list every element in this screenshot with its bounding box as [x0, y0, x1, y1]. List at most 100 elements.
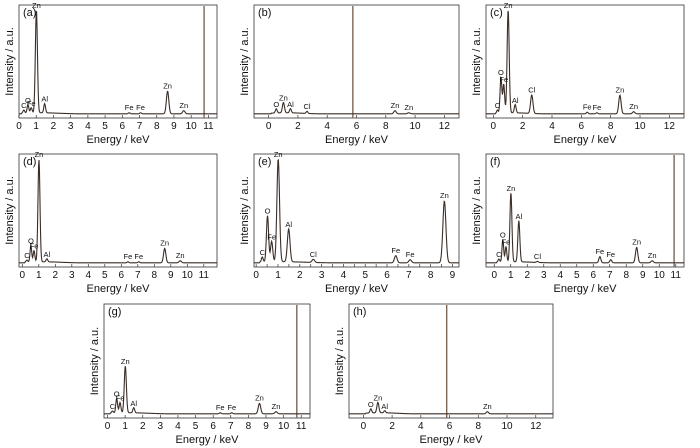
x-axis-label: Energy / keV — [87, 134, 151, 146]
peak-label: Fe — [595, 247, 604, 256]
peak-label: Zn — [648, 251, 657, 260]
x-tick-label: 3 — [158, 421, 164, 432]
x-tick-label: 6 — [210, 421, 216, 432]
spectrum-line — [19, 10, 217, 115]
peak-label: Zn — [274, 150, 283, 159]
spectrum-line — [486, 10, 684, 115]
peak-label: Fe — [391, 246, 400, 255]
x-tick-label: 4 — [549, 121, 555, 132]
x-tick-label: 4 — [557, 270, 563, 281]
plot-frame — [348, 303, 554, 419]
spectrum-line — [349, 401, 553, 415]
x-tick-label: 10 — [501, 421, 513, 432]
x-tick-label: 6 — [590, 270, 596, 281]
x-tick-label: 3 — [541, 270, 547, 281]
x-tick-label: 10 — [410, 121, 422, 132]
panel-label: (e) — [258, 156, 271, 168]
x-tick-label: 1 — [36, 270, 42, 281]
peak-label: O — [265, 207, 271, 216]
peak-label: Al — [381, 402, 388, 411]
x-tick-label: 7 — [228, 421, 234, 432]
plot-frame — [18, 4, 218, 119]
x-tick-label: 10 — [182, 270, 194, 281]
x-axis-label: Energy / keV — [325, 134, 389, 146]
panel-label: (d) — [23, 156, 36, 168]
x-axis-label: Energy / keV — [325, 283, 389, 295]
x-tick-label: 5 — [102, 121, 108, 132]
peak-label: Al — [41, 95, 48, 104]
x-tick-label: 7 — [137, 121, 143, 132]
peak-label: Fe — [216, 403, 225, 412]
peak-label: Zn — [616, 85, 625, 94]
panel-label: (a) — [23, 7, 36, 19]
x-tick-label: 12 — [530, 421, 542, 432]
x-tick-label: 0 — [361, 421, 367, 432]
x-tick-label: 7 — [406, 270, 412, 281]
x-tick-label: 5 — [193, 421, 199, 432]
x-tick-label: 9 — [168, 270, 174, 281]
peak-label: Zn — [391, 101, 400, 110]
peak-label: O — [25, 96, 31, 105]
peak-label: Zn — [373, 394, 382, 403]
peak-label: Fe — [27, 99, 36, 108]
peak-label: Zn — [504, 1, 513, 10]
x-tick-label: 5 — [574, 270, 580, 281]
peak-label: Zn — [404, 103, 413, 112]
x-tick-label: 10 — [654, 270, 666, 281]
peak-label: Fe — [592, 103, 601, 112]
plot-frame — [253, 153, 460, 268]
x-tick-label: 4 — [324, 121, 330, 132]
x-tick-label: 12 — [664, 121, 676, 132]
peak-label: O — [273, 100, 279, 109]
x-tick-label: 8 — [383, 121, 389, 132]
peak-label: Al — [287, 100, 294, 109]
x-tick-label: 5 — [102, 270, 108, 281]
y-axis-label: Intensity / a.u. — [4, 176, 16, 244]
y-axis-label: Intensity / a.u. — [471, 27, 483, 95]
x-tick-label: 4 — [86, 270, 92, 281]
x-tick-label: 6 — [120, 121, 126, 132]
x-tick-label: 11 — [199, 270, 210, 281]
peak-label: Zn — [255, 394, 264, 403]
y-axis-label: Intensity / a.u. — [239, 176, 251, 244]
peak-label: Fe — [134, 252, 143, 261]
peak-label: Fe — [136, 103, 145, 112]
peak-label: Zn — [121, 357, 130, 366]
x-tick-label: 9 — [263, 421, 269, 432]
x-tick-label: 8 — [623, 270, 629, 281]
x-tick-label: 0 — [266, 121, 272, 132]
peak-label: Zn — [632, 238, 641, 247]
y-axis-label: Intensity / a.u. — [4, 27, 16, 95]
x-axis-label: Energy / keV — [554, 283, 618, 295]
peak-label: Zn — [272, 402, 281, 411]
x-tick-label: 9 — [450, 270, 456, 281]
plot-frame — [485, 4, 685, 119]
peak-label: Al — [285, 220, 292, 229]
plot-frame — [18, 153, 218, 268]
peak-label: C — [110, 402, 116, 411]
peak-label: Zn — [163, 81, 172, 90]
peak-label: Cl — [303, 102, 310, 111]
x-tick-label: 10 — [186, 121, 198, 132]
x-tick-label: 1 — [508, 270, 514, 281]
peak-label: O — [498, 68, 504, 77]
spectrum-line — [254, 158, 459, 264]
x-tick-label: 10 — [278, 421, 290, 432]
x-tick-label: 1 — [275, 270, 281, 281]
x-tick-label: 9 — [171, 121, 177, 132]
peak-label: Al — [512, 96, 519, 105]
peak-label: Zn — [176, 251, 185, 260]
x-tick-label: 3 — [68, 121, 74, 132]
peak-label: Zn — [629, 102, 638, 111]
x-tick-label: 2 — [297, 270, 303, 281]
peak-label: Cl — [534, 252, 541, 261]
spectrum-line — [104, 366, 310, 415]
peak-label: Fe — [227, 403, 236, 412]
peak-label: C — [495, 101, 501, 110]
